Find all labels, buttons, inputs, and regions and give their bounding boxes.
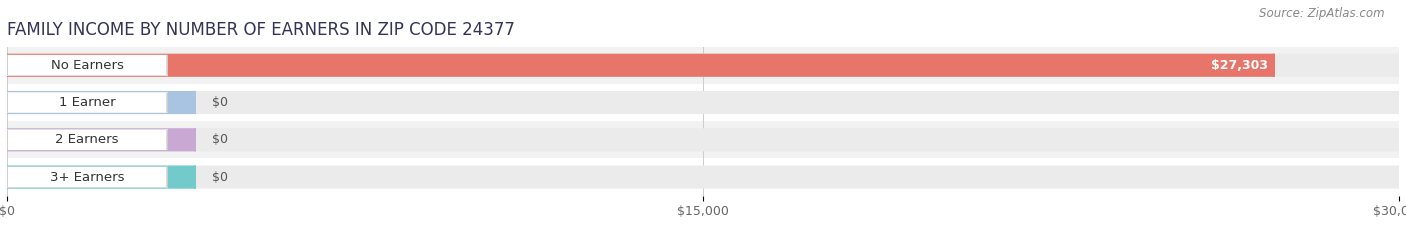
FancyBboxPatch shape	[7, 130, 167, 150]
FancyBboxPatch shape	[7, 55, 167, 75]
FancyBboxPatch shape	[7, 165, 1399, 189]
Text: No Earners: No Earners	[51, 59, 124, 72]
Text: 3+ Earners: 3+ Earners	[49, 171, 124, 184]
Bar	[7, 47, 1399, 84]
Text: $0: $0	[212, 96, 228, 109]
FancyBboxPatch shape	[7, 91, 195, 114]
FancyBboxPatch shape	[7, 54, 1274, 77]
Bar	[7, 158, 1399, 196]
Text: $0: $0	[212, 171, 228, 184]
FancyBboxPatch shape	[7, 54, 1399, 77]
FancyBboxPatch shape	[7, 130, 167, 150]
FancyBboxPatch shape	[7, 92, 167, 113]
Text: $27,303: $27,303	[1211, 59, 1268, 72]
FancyBboxPatch shape	[7, 128, 1399, 151]
FancyBboxPatch shape	[7, 92, 167, 113]
FancyBboxPatch shape	[7, 167, 167, 187]
Text: 1 Earner: 1 Earner	[59, 96, 115, 109]
FancyBboxPatch shape	[7, 55, 167, 75]
Text: FAMILY INCOME BY NUMBER OF EARNERS IN ZIP CODE 24377: FAMILY INCOME BY NUMBER OF EARNERS IN ZI…	[7, 21, 515, 39]
FancyBboxPatch shape	[7, 91, 1399, 114]
Bar	[7, 84, 1399, 121]
Text: Source: ZipAtlas.com: Source: ZipAtlas.com	[1260, 7, 1385, 20]
Bar	[7, 121, 1399, 158]
Text: 2 Earners: 2 Earners	[55, 133, 120, 146]
Text: $0: $0	[212, 133, 228, 146]
FancyBboxPatch shape	[7, 165, 195, 189]
FancyBboxPatch shape	[7, 128, 195, 151]
FancyBboxPatch shape	[7, 167, 167, 187]
